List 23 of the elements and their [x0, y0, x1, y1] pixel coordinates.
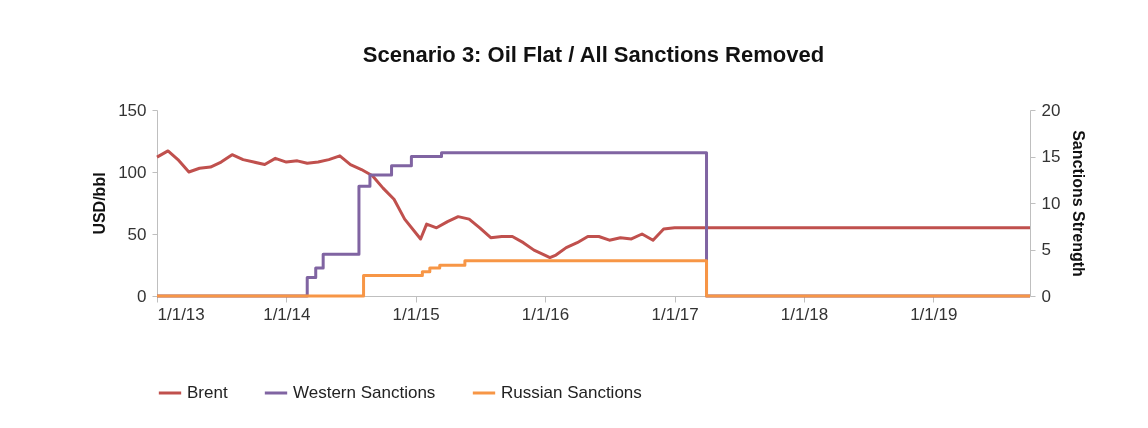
legend-label: Western Sanctions — [293, 383, 436, 402]
x-tick-label: 1/1/13 — [157, 304, 205, 324]
x-tick-label: 1/1/19 — [910, 304, 958, 324]
y2-tick-label: 10 — [1041, 193, 1061, 213]
y-axis-title: USD/bbl — [91, 172, 109, 235]
x-tick-label: 1/1/17 — [651, 304, 699, 324]
x-tick-label: 1/1/15 — [392, 304, 440, 324]
x-tick-label: 1/1/14 — [263, 304, 311, 324]
legend-label: Russian Sanctions — [501, 383, 642, 402]
y-tick-label: 0 — [137, 286, 147, 306]
x-tick-label: 1/1/18 — [780, 304, 829, 324]
y2-tick-label: 5 — [1041, 240, 1051, 259]
y2-axis-title: Sanctions Strength — [1070, 130, 1088, 277]
y-tick-label: 100 — [118, 162, 147, 182]
y2-tick-label: 0 — [1041, 286, 1051, 306]
legend-label: Brent — [187, 383, 228, 402]
y2-tick-label: 15 — [1041, 147, 1061, 166]
y2-tick-label: 20 — [1041, 100, 1061, 120]
x-tick-label: 1/1/16 — [521, 304, 570, 324]
chart-title: Scenario 3: Oil Flat / All Sanctions Removed — [362, 42, 825, 67]
y-tick-label: 150 — [118, 100, 147, 120]
y-tick-label: 50 — [127, 224, 147, 244]
line-series — [155, 149, 1032, 260]
